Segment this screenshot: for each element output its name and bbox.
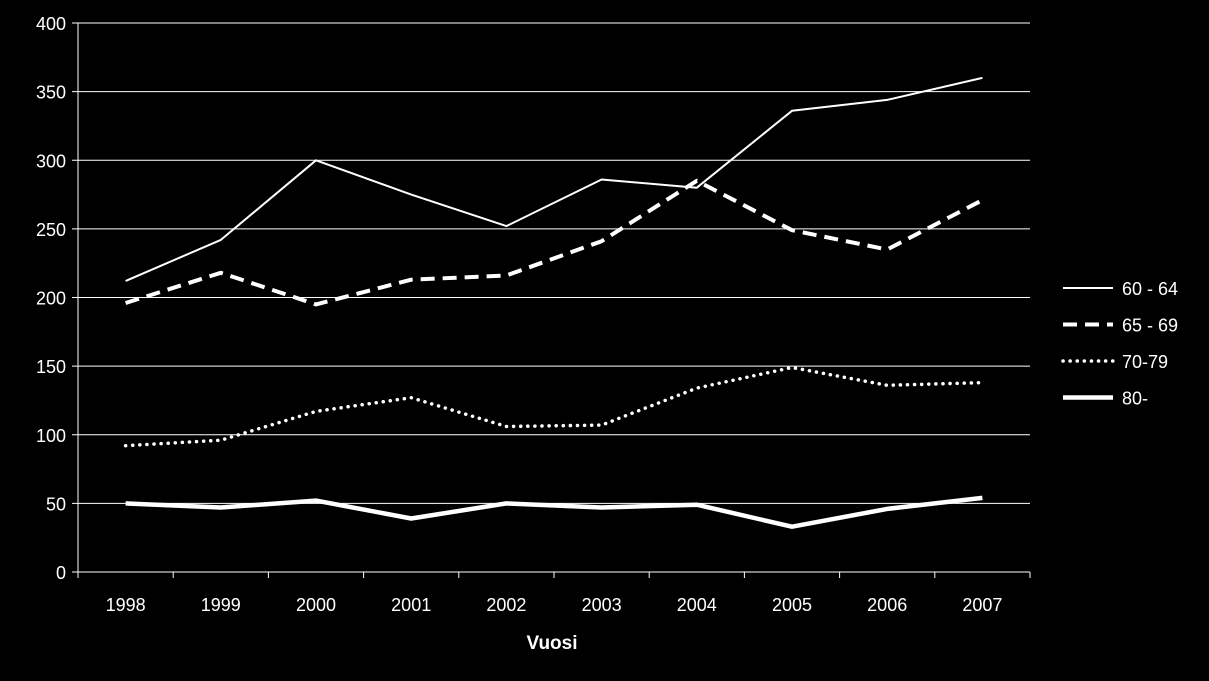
y-tick-label: 50: [46, 494, 66, 514]
y-tick-label: 350: [36, 83, 66, 103]
x-tick-label: 2005: [772, 595, 812, 615]
x-tick-labels: 1998 1999 2000 2001 2002 2003 2004 2005 2006 2007: [106, 595, 1003, 615]
y-tick-label: 200: [36, 289, 66, 309]
legend-label: 65 - 69: [1122, 316, 1178, 336]
x-axis-label: Vuosi: [526, 633, 577, 654]
axes: [77, 23, 1031, 578]
series-line-4: [125, 495, 983, 529]
x-tick-label: 2007: [962, 595, 1002, 615]
x-tick-label: 2002: [486, 595, 526, 615]
x-tick-label: 1999: [201, 595, 241, 615]
legend-label: 60 - 64: [1122, 279, 1178, 299]
y-tick-label: 300: [36, 151, 66, 171]
y-tick-label: 250: [36, 220, 66, 240]
legend-label: 80-: [1122, 389, 1148, 409]
x-tick-label: 2003: [582, 595, 622, 615]
x-tick-label: 1998: [106, 595, 146, 615]
x-tick-label: 2000: [296, 595, 336, 615]
series-lines: [123, 76, 985, 529]
series-line-2: [124, 178, 984, 307]
x-tick-label: 2006: [867, 595, 907, 615]
series-line-3: [123, 365, 985, 448]
x-tick-label: 2001: [391, 595, 431, 615]
y-tick-label: 100: [36, 426, 66, 446]
series-line-1: [125, 76, 983, 282]
y-tick-labels: 0 50 100 150 200 250 300 350 400: [36, 14, 66, 583]
legend-label: 70-79: [1122, 352, 1168, 372]
y-tick-label: 400: [36, 14, 66, 34]
legend: 60 - 64 65 - 69 70-79 80-: [1061, 279, 1178, 409]
gridlines: [72, 22, 1030, 573]
y-tick-label: 0: [56, 563, 66, 583]
x-tick-label: 2004: [677, 595, 717, 615]
y-tick-label: 150: [36, 357, 66, 377]
